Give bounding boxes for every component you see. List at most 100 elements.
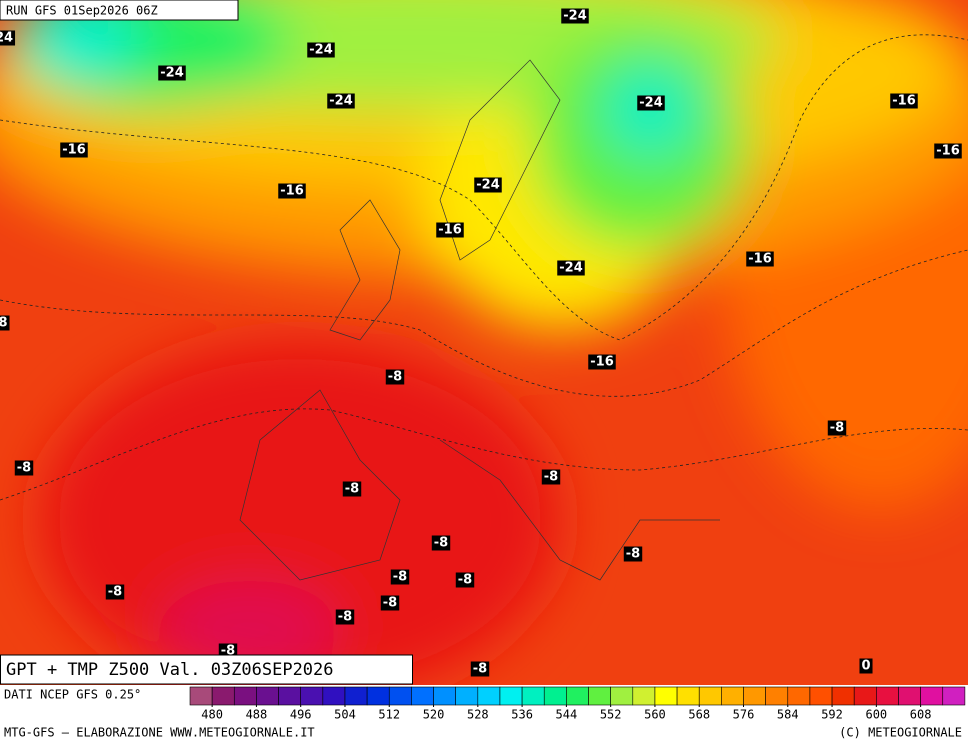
- scale-tick-label: 520: [423, 708, 445, 722]
- scale-tick-label: 480: [201, 708, 223, 722]
- scale-swatch: [654, 686, 678, 706]
- scale-tick-label: 560: [644, 708, 666, 722]
- contour-label: -8: [342, 481, 362, 497]
- contour-label-bg: [14, 460, 34, 476]
- scale-tick-label: 608: [910, 708, 932, 722]
- contour-label-text: -24: [639, 96, 663, 111]
- scale-swatch: [411, 686, 434, 706]
- contour-label-text: 24: [0, 31, 13, 46]
- contour-label: -8: [455, 572, 475, 588]
- scale-tick-label: 600: [865, 708, 887, 722]
- contour-label: -16: [60, 142, 88, 158]
- scale-swatch: [256, 686, 279, 706]
- contour-label-text: -16: [438, 223, 462, 238]
- contour-label-bg: [623, 546, 643, 562]
- contour-label: -24: [307, 42, 335, 58]
- scale-swatch: [876, 686, 899, 706]
- scale-tick-label: 528: [467, 708, 489, 722]
- contour-label-text: -16: [590, 355, 614, 370]
- contour-label-text: 0: [861, 659, 870, 674]
- contour-label: -8: [541, 469, 561, 485]
- contour-label-bg: [342, 481, 362, 497]
- contour-label: -16: [890, 93, 918, 109]
- scale-swatch: [211, 686, 235, 706]
- contour-label-text: -8: [544, 470, 558, 485]
- scale-swatch: [610, 686, 634, 706]
- scale-swatch: [698, 686, 722, 706]
- contour-label-text: -8: [458, 573, 472, 588]
- contour-label: -16: [746, 251, 774, 267]
- contour-label-bg: [455, 572, 475, 588]
- scale-swatch: [521, 686, 545, 706]
- contour-label-bg: [0, 315, 10, 331]
- footer-right: (C) METEOGIORNALE: [839, 726, 962, 740]
- contour-label-text: 8: [0, 316, 8, 331]
- contour-label-bg: [859, 658, 873, 674]
- scale-swatch: [765, 686, 789, 706]
- contour-label: -8: [14, 460, 34, 476]
- contour-label-text: -24: [329, 94, 353, 109]
- contour-label-text: -8: [383, 596, 397, 611]
- scale-tick-label: 512: [378, 708, 400, 722]
- scale-swatch: [743, 686, 766, 706]
- contour-label: -8: [335, 609, 355, 625]
- scale-swatch: [388, 686, 412, 706]
- contour-label-text: -24: [476, 178, 500, 193]
- scale-swatch: [831, 686, 855, 706]
- scale-tick-label: 592: [821, 708, 843, 722]
- scale-tick-label: 544: [556, 708, 578, 722]
- contour-label: -8: [390, 569, 410, 585]
- contour-label-bg: [561, 8, 589, 24]
- contour-label-text: -8: [345, 482, 359, 497]
- contour-label: -8: [431, 535, 451, 551]
- contour-label-text: -8: [17, 461, 31, 476]
- contour-label-text: -8: [388, 370, 402, 385]
- contour-label: -8: [105, 584, 125, 600]
- contour-labels: -24 24 -24 -24 -24 -24 -16 -16 -16 -16 -24 -16 -24 -1…: [0, 8, 962, 677]
- scale-swatch: [233, 686, 257, 706]
- scale-swatch: [455, 686, 479, 706]
- map-title: GPT + TMP Z500 Val. 03Z06SEP2026: [6, 660, 334, 680]
- contour-label: 24: [0, 30, 16, 46]
- contour-label-bg: [470, 661, 490, 677]
- scale-swatch: [499, 686, 523, 706]
- map: [0, 0, 968, 700]
- contour-label-bg: [327, 93, 355, 109]
- contour-label-text: -24: [563, 9, 587, 24]
- contour-label-bg: [278, 183, 306, 199]
- contour-label: -16: [436, 222, 464, 238]
- scale-swatch: [942, 686, 966, 706]
- scale-swatch: [809, 686, 833, 706]
- contour-label: -8: [827, 420, 847, 436]
- contour-label: -8: [380, 595, 400, 611]
- scale-swatch: [322, 686, 346, 706]
- contour-label: 8: [0, 315, 10, 331]
- scale-swatch: [853, 686, 877, 706]
- contour-label-text: -24: [559, 261, 583, 276]
- contour-label-bg: [0, 30, 16, 46]
- map-title-box: GPT + TMP Z500 Val. 03Z06SEP2026: [0, 654, 413, 685]
- contour-label: -8: [623, 546, 643, 562]
- contour-label-bg: [827, 420, 847, 436]
- contour-label: -24: [557, 260, 585, 276]
- contour-label-text: -24: [160, 66, 184, 81]
- contour-label: -24: [474, 177, 502, 193]
- contour-label-text: -8: [108, 585, 122, 600]
- contour-label-text: -8: [473, 662, 487, 677]
- contour-label-bg: [380, 595, 400, 611]
- scale-tick-label: 536: [511, 708, 533, 722]
- color-scale: 480 488 496 504 512 520 528 536 544 552 560 568 576 5…: [189, 686, 966, 722]
- contour-label-bg: [474, 177, 502, 193]
- contour-label-bg: [934, 143, 962, 159]
- scale-swatch: [632, 686, 656, 706]
- contour-label: -24: [637, 95, 665, 111]
- scale-swatch: [588, 686, 611, 706]
- scale-tick-label: 496: [290, 708, 312, 722]
- contour-label-bg: [431, 535, 451, 551]
- contour-label-text: -16: [892, 94, 916, 109]
- contour-label-text: -16: [280, 184, 304, 199]
- contour-label-bg: [746, 251, 774, 267]
- contour-label-text: -24: [309, 43, 333, 58]
- contour-label: -24: [158, 65, 186, 81]
- contour-label: -8: [385, 369, 405, 385]
